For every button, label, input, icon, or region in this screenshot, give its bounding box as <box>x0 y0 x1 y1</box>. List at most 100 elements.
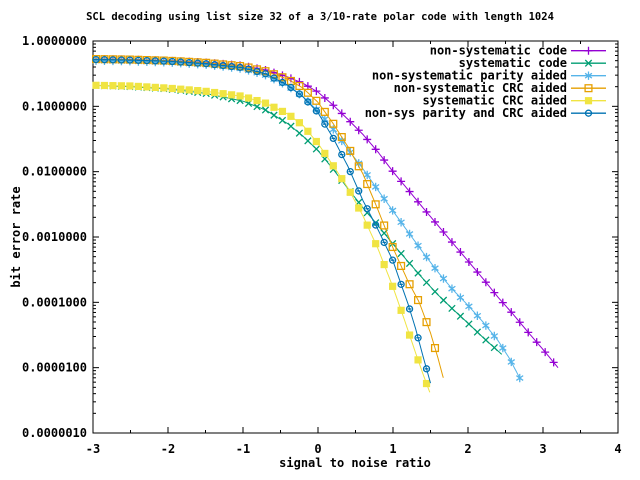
plus-marker <box>447 238 456 247</box>
asterisk-marker <box>397 218 405 227</box>
open-square-marker <box>371 200 380 209</box>
cross-marker <box>431 287 439 296</box>
asterisk-marker <box>312 105 321 114</box>
filled-square-marker <box>92 81 100 89</box>
cross-marker <box>439 296 448 304</box>
circle-dash-marker <box>346 167 354 176</box>
circle-dash-marker <box>270 74 278 82</box>
circle-dash-marker <box>185 58 193 67</box>
y-tick-label: 0.0000100 <box>22 361 87 375</box>
filled-square-marker <box>287 112 295 120</box>
filled-square-marker <box>389 282 397 290</box>
circle-dash-marker <box>253 67 261 76</box>
circle-dash-marker <box>355 187 363 195</box>
circle-dash-marker <box>405 305 414 313</box>
open-square-marker <box>320 107 329 116</box>
asterisk-marker <box>490 331 499 341</box>
legend-label: non-systematic code <box>430 44 567 58</box>
filled-square-marker <box>338 175 346 183</box>
open-square-marker <box>380 221 389 230</box>
asterisk-marker <box>388 206 397 215</box>
circle-dash-marker <box>261 70 270 78</box>
filled-square-marker <box>414 356 422 364</box>
asterisk-marker <box>380 194 388 203</box>
circle-dash-marker <box>194 59 202 67</box>
cross-marker <box>261 106 270 114</box>
circle-dash-marker <box>227 62 236 71</box>
filled-square-marker <box>134 82 142 91</box>
plus-marker <box>524 328 533 337</box>
x-tick-label: 2 <box>464 442 471 456</box>
plus-marker <box>295 77 304 86</box>
filled-square-marker <box>117 82 126 90</box>
open-square-marker <box>236 61 245 71</box>
circle-dash-marker <box>363 205 371 213</box>
circle-dash-marker <box>202 60 210 68</box>
plus-marker <box>337 109 346 118</box>
circle-dash-marker <box>380 238 388 247</box>
asterisk-marker <box>482 321 490 330</box>
plus-marker <box>498 298 507 307</box>
plus-marker <box>507 308 516 317</box>
legend-entry-non-systematic-code: non-systematic code <box>430 44 606 58</box>
filled-square-marker <box>151 83 159 91</box>
filled-square-marker <box>397 306 405 314</box>
plus-marker <box>278 71 287 80</box>
filled-square-marker <box>346 188 354 196</box>
filled-square-marker <box>363 221 371 229</box>
x-tick-label: 1 <box>389 442 396 456</box>
filled-square-marker <box>185 86 193 94</box>
x-tick-label: -3 <box>86 442 100 456</box>
plus-marker <box>464 258 473 267</box>
filled-square-marker <box>160 84 168 92</box>
plus-marker <box>490 288 499 297</box>
filled-square-marker <box>253 96 261 105</box>
circle-dash-marker <box>168 57 176 66</box>
filled-square-marker <box>405 331 414 339</box>
filled-square-marker <box>202 87 210 95</box>
plus-marker <box>422 207 431 216</box>
cross-marker <box>295 129 304 137</box>
cross-marker <box>312 145 321 153</box>
circle-dash-marker <box>338 150 346 159</box>
filled-square-marker <box>219 90 227 98</box>
y-tick-label: 1.0000000 <box>22 34 87 48</box>
filled-square-marker <box>211 88 219 97</box>
open-square-marker <box>252 65 262 74</box>
filled-square-marker <box>270 103 278 111</box>
cross-marker <box>473 328 482 336</box>
cross-marker <box>448 304 456 313</box>
open-square-marker <box>278 73 287 82</box>
legend-label: systematic code <box>459 56 567 70</box>
circle-dash-marker <box>244 65 253 73</box>
series-line <box>93 84 431 393</box>
legend-entry-systematic-code: systematic code <box>459 56 606 70</box>
axis-ticks <box>92 40 619 434</box>
circle-dash-marker <box>151 57 159 65</box>
circle-dash-marker <box>414 334 422 342</box>
open-square-marker <box>329 119 338 128</box>
cross-marker <box>490 343 498 352</box>
circle-dash-marker <box>100 56 109 64</box>
filled-square-marker <box>109 82 117 90</box>
filled-square-marker <box>312 137 320 146</box>
circle-dash-marker <box>219 61 227 70</box>
filled-square-marker <box>236 92 244 100</box>
plus-marker <box>414 197 423 206</box>
open-square-marker <box>337 133 346 142</box>
cross-marker <box>278 116 287 125</box>
asterisk-marker <box>371 182 380 192</box>
plus-marker <box>532 338 541 347</box>
plus-marker <box>312 87 321 96</box>
legend-entry-systematic-crc-aided: systematic CRC aided <box>423 94 606 108</box>
filled-square-marker <box>329 162 337 170</box>
open-square-marker <box>363 180 372 189</box>
circle-dash-marker <box>236 63 244 72</box>
filled-square-marker <box>295 119 303 127</box>
circle-dash-marker <box>210 60 219 69</box>
filled-square-marker <box>422 379 431 388</box>
filled-square-marker <box>168 84 176 93</box>
cross-marker <box>422 278 431 287</box>
circle-dash-marker <box>295 90 304 98</box>
